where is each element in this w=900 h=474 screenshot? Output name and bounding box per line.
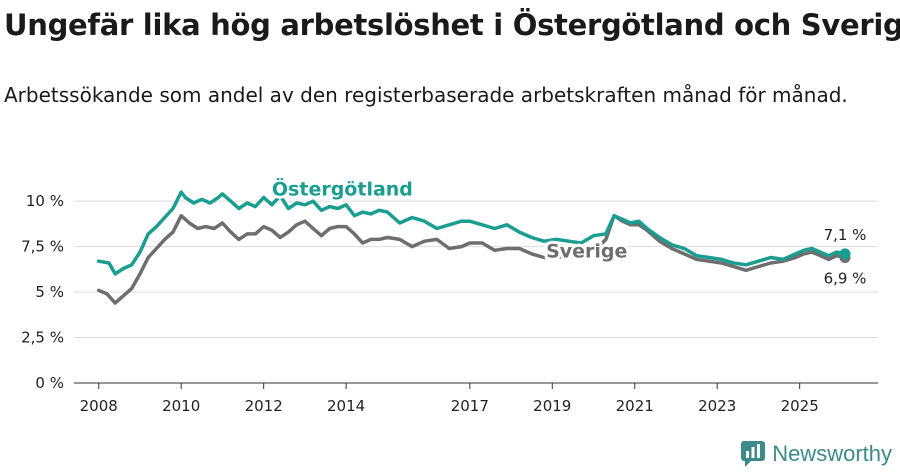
chart-title: Ungefär lika hög arbetslöshet i Östergöt… bbox=[4, 8, 900, 42]
ostergotland-series-line bbox=[96, 190, 847, 276]
sverige-series-label: Sverige bbox=[546, 241, 627, 263]
x-tick-label: 2012 bbox=[245, 397, 283, 415]
x-tick-label: 2019 bbox=[533, 397, 571, 415]
sverige-end-value-label: 6,9 % bbox=[824, 270, 867, 288]
x-tick-label: 2021 bbox=[616, 397, 654, 415]
y-tick-label: 0 % bbox=[35, 374, 64, 392]
ostergotland-series-label: Östergötland bbox=[272, 177, 413, 201]
x-tick-label: 2014 bbox=[327, 397, 365, 415]
x-tick-label: 2023 bbox=[698, 397, 736, 415]
chart-subtitle: Arbetssökande som andel av den registerb… bbox=[4, 83, 848, 107]
sverige-series-line bbox=[96, 213, 847, 305]
y-tick-label: 2,5 % bbox=[21, 329, 64, 347]
newsworthy-logo: Newsworthy bbox=[740, 440, 892, 468]
newsworthy-logo-icon bbox=[741, 441, 766, 467]
y-tick-label: 10 % bbox=[26, 192, 64, 210]
brand-name: Newsworthy bbox=[772, 441, 892, 466]
x-tick-label: 2008 bbox=[80, 397, 118, 415]
y-tick-label: 5 % bbox=[35, 283, 64, 301]
x-tick-label: 2010 bbox=[162, 397, 200, 415]
y-tick-label: 7,5 % bbox=[21, 238, 64, 256]
ostergotland-end-marker bbox=[839, 248, 851, 260]
x-tick-label: 2025 bbox=[781, 397, 819, 415]
x-tick-label: 2017 bbox=[451, 397, 489, 415]
ostergotland-end-value-label: 7,1 % bbox=[824, 226, 867, 244]
